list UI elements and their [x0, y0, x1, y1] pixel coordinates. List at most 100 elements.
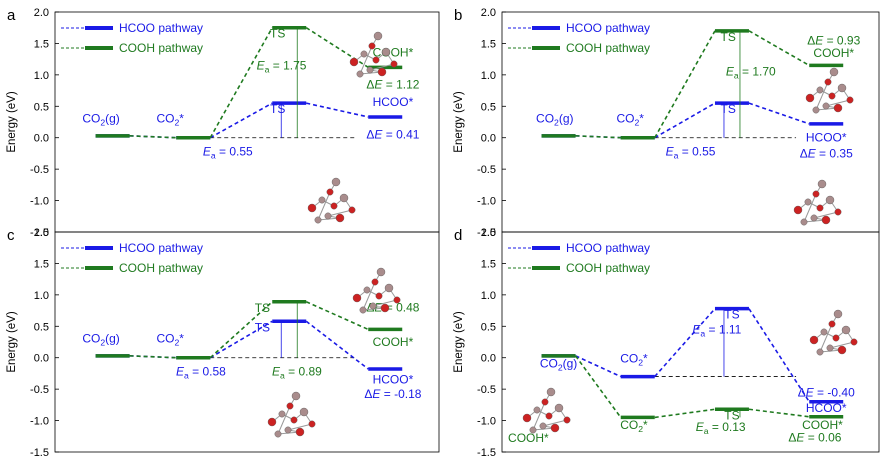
atom — [545, 412, 553, 420]
annotation-label: CO2* — [156, 332, 184, 348]
bond — [317, 191, 331, 221]
atom — [373, 31, 383, 41]
structure-inset-b1 — [805, 67, 854, 114]
legend-label: HCOO pathway — [119, 21, 203, 35]
atom — [812, 106, 820, 114]
legend-label: COOH pathway — [119, 41, 203, 55]
atom — [339, 193, 349, 203]
annotation-label: Ea = 0.55 — [203, 145, 253, 161]
y-tick-label: 1.0 — [481, 70, 496, 82]
series-hcoo — [95, 101, 403, 140]
atom — [368, 42, 376, 50]
connector — [209, 102, 273, 139]
annotation-label: ΔE = 0.06 — [788, 431, 841, 445]
y-tick-label: 2.0 — [481, 227, 496, 239]
atom — [295, 427, 305, 437]
y-tick-label: 0.0 — [34, 353, 49, 365]
atom — [335, 213, 345, 223]
annotation-label: TS — [721, 30, 736, 44]
atom — [832, 334, 840, 342]
y-tick-label: 0.0 — [481, 133, 496, 145]
legend-label: COOH pathway — [566, 261, 650, 275]
atom — [563, 416, 571, 424]
atom — [828, 92, 836, 100]
annotation-label: ΔE = 0.41 — [366, 128, 419, 142]
y-tick-label: 0.0 — [481, 353, 496, 365]
connector — [129, 135, 177, 139]
annotation-label: CO2(g) — [540, 357, 577, 373]
atom — [384, 283, 394, 293]
y-tick-label: -0.5 — [477, 384, 496, 396]
atom — [817, 179, 827, 189]
atom — [810, 214, 818, 222]
atom — [274, 430, 282, 438]
y-axis-label: Energy (eV) — [453, 91, 465, 153]
atom — [326, 188, 334, 196]
annotation-label: TS — [255, 320, 270, 334]
annotation-label: CO2(g) — [82, 112, 119, 128]
atom — [330, 202, 338, 210]
atom — [824, 78, 832, 86]
y-tick-label: 0.5 — [481, 321, 496, 333]
legend-label: HCOO pathway — [566, 241, 650, 255]
atom — [829, 67, 839, 77]
atom — [314, 216, 322, 224]
annotation-label: HCOO* — [373, 95, 414, 109]
atom — [554, 403, 564, 413]
connector — [129, 355, 177, 359]
annotation-label: ΔE = -0.18 — [364, 387, 421, 401]
atom — [533, 406, 541, 414]
bond — [327, 209, 353, 217]
atom — [371, 278, 379, 286]
annotation-label: CO2(g) — [536, 112, 573, 128]
y-axis-label: Energy (eV) — [453, 311, 465, 373]
annotation-label: COOH* — [802, 418, 843, 432]
annotation-label: COOH* — [373, 45, 414, 59]
connector — [209, 320, 273, 359]
annotation-label: TS — [270, 27, 285, 41]
legend-label: HCOO pathway — [566, 21, 650, 35]
atom — [381, 47, 391, 57]
panel-letter: a — [7, 7, 16, 24]
connector — [748, 30, 810, 67]
y-tick-label: -1.5 — [477, 447, 496, 459]
bond — [287, 423, 313, 431]
atom — [278, 410, 286, 418]
atom — [286, 402, 294, 410]
atom — [833, 309, 843, 319]
atom — [380, 303, 390, 313]
connector — [748, 408, 810, 418]
atom — [816, 86, 824, 94]
plot-frame — [54, 231, 440, 453]
annotation-label: COOH* — [813, 46, 854, 60]
atom — [366, 66, 374, 74]
atom — [546, 387, 556, 397]
y-axis-label: Energy (eV) — [6, 91, 18, 153]
structure-inset-a2 — [307, 177, 356, 224]
y-tick-label: -1.0 — [477, 196, 496, 208]
atom — [816, 348, 824, 356]
series-hcoo — [95, 319, 403, 371]
connector — [305, 320, 369, 370]
atom — [837, 345, 847, 355]
series-cooh — [541, 354, 844, 420]
atom — [318, 196, 326, 204]
atom — [352, 293, 362, 303]
atom — [290, 416, 298, 424]
annotation-label: TS — [255, 301, 270, 315]
y-tick-label: -1.0 — [30, 416, 49, 428]
atom — [833, 103, 843, 113]
annotation-label: Ea = 1.70 — [726, 65, 776, 81]
structure-inset-c1 — [352, 267, 401, 314]
bond — [372, 299, 398, 307]
atom — [793, 205, 803, 215]
atom — [356, 70, 364, 78]
annotation-label: Ea = 0.55 — [666, 145, 716, 161]
atom — [812, 190, 820, 198]
y-tick-label: 1.5 — [34, 258, 49, 270]
y-tick-label: 1.5 — [481, 258, 496, 270]
atom — [816, 204, 824, 212]
y-tick-label: 1.0 — [34, 290, 49, 302]
atom — [308, 420, 316, 428]
